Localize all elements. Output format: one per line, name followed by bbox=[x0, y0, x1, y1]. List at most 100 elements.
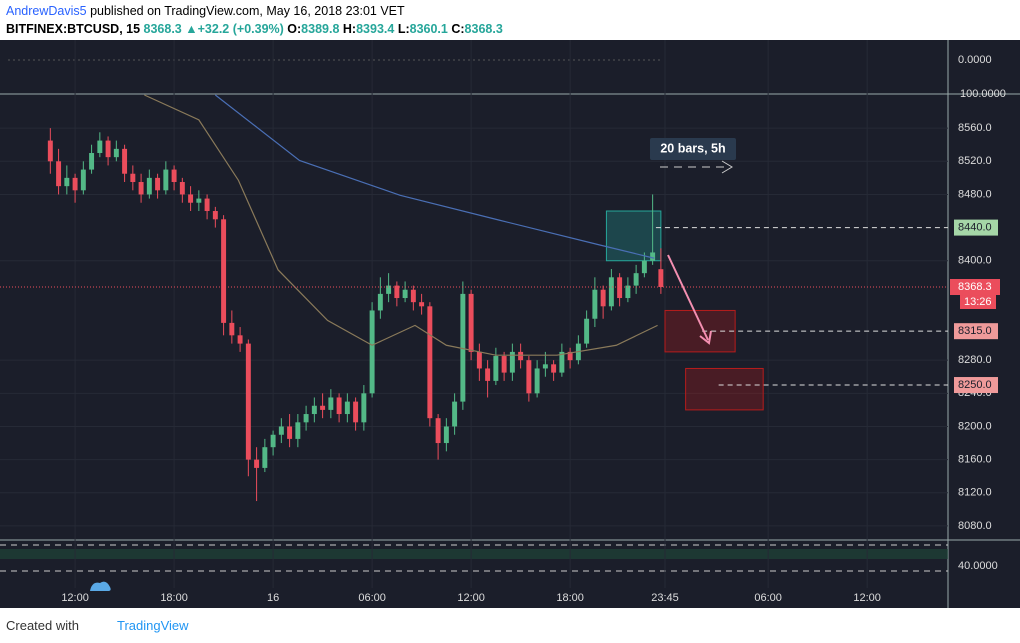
candle-body bbox=[485, 368, 491, 381]
candle-body bbox=[534, 368, 540, 394]
x-tick-label: 12:00 bbox=[457, 592, 485, 604]
footer: Created with TradingView bbox=[0, 581, 1020, 643]
price-label: 8250.0 bbox=[958, 379, 992, 391]
x-tick-label: 12:00 bbox=[61, 592, 89, 604]
candle-body bbox=[295, 422, 301, 439]
candle-body bbox=[617, 277, 623, 299]
projection-arrow-head bbox=[699, 330, 712, 345]
price-label: 8315.0 bbox=[958, 325, 992, 337]
candle-body bbox=[163, 169, 169, 191]
candle-body bbox=[80, 169, 86, 191]
candle-body bbox=[188, 194, 194, 203]
candle-body bbox=[551, 364, 557, 373]
y-tick-label: 8400.0 bbox=[958, 255, 992, 267]
moving-average bbox=[214, 94, 655, 259]
zone-box bbox=[605, 210, 662, 262]
published: published on TradingView.com, May 16, 20… bbox=[90, 4, 405, 18]
candle-body bbox=[138, 182, 144, 195]
candle-body bbox=[361, 393, 367, 423]
candle-body bbox=[64, 177, 70, 187]
chart: 0.0000 40.0000 100.0000 20 bars, 5h 12:0… bbox=[0, 40, 1020, 608]
candle-body bbox=[427, 306, 433, 419]
candle-body bbox=[435, 418, 441, 444]
candle-body bbox=[468, 293, 474, 352]
candle-body bbox=[270, 434, 276, 448]
candle-body bbox=[600, 289, 606, 307]
candle-body bbox=[633, 273, 639, 286]
candle-body bbox=[559, 351, 565, 373]
created: Created with bbox=[6, 618, 79, 633]
c: 8368.3 bbox=[464, 22, 503, 36]
candle-body bbox=[56, 161, 62, 187]
l: 8360.1 bbox=[409, 22, 448, 36]
candle-body bbox=[287, 426, 293, 439]
candle-body bbox=[526, 360, 532, 394]
candle-body bbox=[171, 169, 177, 183]
logo-cloud bbox=[90, 581, 111, 591]
annotation-box bbox=[650, 138, 736, 160]
candle-body bbox=[386, 285, 392, 294]
candle-body bbox=[369, 310, 375, 394]
candle-body bbox=[47, 140, 53, 162]
candle-body bbox=[641, 260, 647, 274]
candle-body bbox=[592, 289, 598, 319]
annotation-arrow-head bbox=[721, 160, 733, 174]
moving-average bbox=[144, 94, 658, 356]
candle-body bbox=[237, 335, 243, 344]
price-tag bbox=[954, 323, 998, 340]
candle-body bbox=[625, 285, 631, 299]
countdown-tag bbox=[960, 295, 996, 310]
candle-body bbox=[122, 148, 128, 174]
y-tick-label: 8200.0 bbox=[958, 420, 992, 432]
candle-body bbox=[501, 356, 507, 373]
x-tick-label: 18:00 bbox=[160, 592, 188, 604]
o: 8389.8 bbox=[301, 22, 340, 36]
macd-tick: 0.0000 bbox=[958, 54, 992, 66]
brand[interactable]: TradingView bbox=[117, 618, 189, 633]
candle-body bbox=[320, 405, 326, 410]
candle-body bbox=[72, 177, 78, 191]
candle-body bbox=[130, 173, 136, 183]
y-tick-label: 8520.0 bbox=[958, 155, 992, 167]
x-tick-label: 06:00 bbox=[358, 592, 386, 604]
header: AndrewDavis5 published on TradingView.co… bbox=[0, 0, 1020, 40]
candle-body bbox=[509, 351, 515, 373]
candle-body bbox=[567, 351, 573, 361]
annotation: 20 bars, 5h bbox=[660, 141, 725, 155]
candle-body bbox=[452, 401, 458, 427]
candle-body bbox=[460, 293, 466, 402]
zone-box bbox=[685, 367, 764, 411]
candle-body bbox=[254, 459, 260, 468]
candle-body bbox=[419, 302, 425, 307]
change: +32.2 (+0.39%) bbox=[197, 22, 284, 36]
logo bbox=[90, 581, 111, 591]
candle-body bbox=[394, 285, 400, 299]
candle-body bbox=[89, 153, 95, 170]
candle-body bbox=[179, 182, 185, 195]
candle-body bbox=[212, 211, 218, 220]
l-label: L: bbox=[397, 22, 410, 36]
candle-body bbox=[311, 405, 317, 415]
x-tick-label: 23:45 bbox=[651, 592, 679, 604]
background bbox=[0, 40, 1020, 608]
candle-body bbox=[155, 177, 161, 191]
y-tick-label: 8160.0 bbox=[958, 454, 992, 466]
projection-arrow bbox=[667, 254, 709, 341]
candle-body bbox=[97, 140, 103, 154]
candle-body bbox=[204, 198, 210, 212]
candle-body bbox=[336, 397, 342, 415]
countdown: 13:26 bbox=[964, 296, 992, 308]
candle-body bbox=[105, 140, 111, 158]
candle-body bbox=[278, 426, 284, 435]
price-label: 8440.0 bbox=[958, 221, 992, 233]
author[interactable]: AndrewDavis5 bbox=[6, 4, 87, 18]
y-tick-label: 8480.0 bbox=[958, 188, 992, 200]
y-tick-label: 8560.0 bbox=[958, 122, 992, 134]
candle-body bbox=[476, 351, 482, 369]
last-price-tag bbox=[950, 279, 1000, 296]
y-tick-label: 8120.0 bbox=[958, 487, 992, 499]
candle-body bbox=[113, 148, 119, 158]
candle-body bbox=[377, 293, 383, 311]
candle-body bbox=[196, 198, 202, 203]
